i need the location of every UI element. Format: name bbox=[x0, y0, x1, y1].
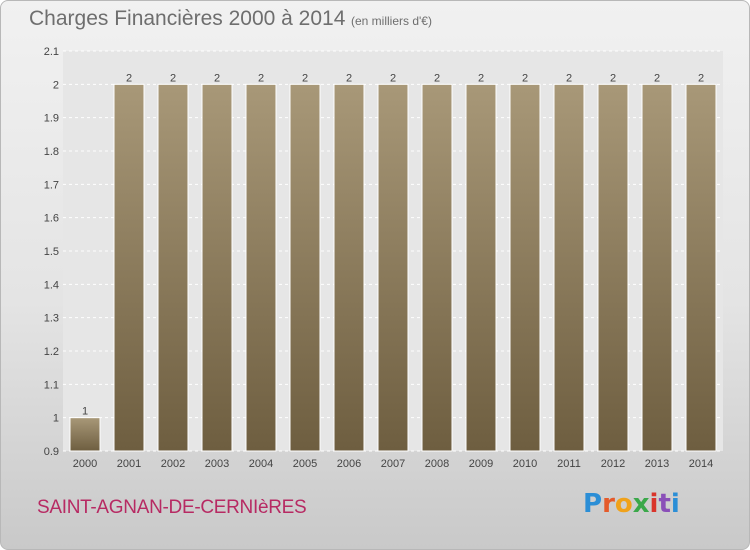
value-label: 2 bbox=[126, 72, 132, 84]
x-tick-label: 2010 bbox=[513, 458, 537, 470]
y-tick-label: 1.4 bbox=[44, 279, 59, 291]
value-label: 2 bbox=[302, 72, 308, 84]
y-tick-label: 1 bbox=[53, 413, 59, 425]
x-tick-label: 2002 bbox=[161, 458, 185, 470]
x-tick-label: 2011 bbox=[557, 458, 581, 470]
x-tick-label: 2012 bbox=[601, 458, 625, 470]
value-label: 2 bbox=[170, 72, 176, 84]
y-tick-label: 2.1 bbox=[44, 46, 59, 58]
logo-letter: P bbox=[583, 489, 603, 519]
y-tick-label: 1.5 bbox=[44, 246, 59, 258]
bar-2013 bbox=[641, 83, 673, 452]
y-tick-label: 1.1 bbox=[44, 379, 59, 391]
commune-name: SAINT-AGNAN-DE-CERNIèRES bbox=[37, 497, 307, 518]
value-label: 2 bbox=[214, 72, 220, 84]
y-tick-label: 0.9 bbox=[44, 446, 59, 458]
x-tick-label: 2008 bbox=[425, 458, 449, 470]
bar-2006 bbox=[333, 83, 365, 452]
bars bbox=[69, 83, 717, 452]
logo-letter: r bbox=[602, 489, 615, 519]
value-label: 2 bbox=[654, 72, 660, 84]
y-tick-label: 1.7 bbox=[44, 179, 59, 191]
logo-letter: o bbox=[614, 489, 633, 519]
value-label: 2 bbox=[390, 72, 396, 84]
y-tick-label: 1.8 bbox=[44, 146, 59, 158]
chart-subtitle: (en milliers d'€) bbox=[351, 14, 432, 28]
value-labels: 1 2 2 2 2 2 2 2 2 2 2 2 2 2 2 bbox=[82, 72, 704, 417]
logo-letter: i bbox=[649, 489, 659, 519]
bar-2007 bbox=[377, 83, 409, 452]
bar-2003 bbox=[201, 83, 233, 452]
bar-2008 bbox=[421, 83, 453, 452]
value-label: 2 bbox=[610, 72, 616, 84]
x-tick-label: 2003 bbox=[205, 458, 229, 470]
x-tick-label: 2007 bbox=[381, 458, 405, 470]
y-axis-labels: 0.9 1 1.1 1.2 1.3 1.4 1.5 1.6 1.7 1.8 1.9 2 2.1 bbox=[44, 46, 59, 458]
logo-letter: t bbox=[658, 489, 671, 519]
bar-2014 bbox=[685, 83, 717, 452]
x-tick-label: 2013 bbox=[645, 458, 669, 470]
chart-title: Charges Financières 2000 à 2014 bbox=[29, 7, 346, 30]
x-axis-labels: 2000 2001 2002 2003 2004 2005 2006 2007 2008 2009… bbox=[73, 458, 713, 470]
x-tick-label: 2005 bbox=[293, 458, 317, 470]
proxiti-logo: Proxiti bbox=[583, 489, 680, 519]
bar-2002 bbox=[157, 83, 189, 452]
bar-2004 bbox=[245, 83, 277, 452]
value-label: 2 bbox=[258, 72, 264, 84]
value-label: 2 bbox=[522, 72, 528, 84]
value-label: 2 bbox=[566, 72, 572, 84]
y-tick-label: 1.6 bbox=[44, 213, 59, 225]
y-tick-label: 1.9 bbox=[44, 113, 59, 125]
x-tick-label: 2009 bbox=[469, 458, 493, 470]
bar-2012 bbox=[597, 83, 629, 452]
x-tick-label: 2014 bbox=[689, 458, 713, 470]
bar-2001 bbox=[113, 83, 145, 452]
bar-2011 bbox=[553, 83, 585, 452]
logo-letter: i bbox=[670, 489, 680, 519]
value-label: 2 bbox=[698, 72, 704, 84]
bar-2009 bbox=[465, 83, 497, 452]
bar-2000 bbox=[69, 417, 101, 452]
value-label: 2 bbox=[434, 72, 440, 84]
y-tick-label: 1.3 bbox=[44, 313, 59, 325]
value-label: 2 bbox=[478, 72, 484, 84]
x-tick-label: 2001 bbox=[117, 458, 141, 470]
bar-2010 bbox=[509, 83, 541, 452]
value-label: 1 bbox=[82, 406, 88, 418]
x-tick-label: 2004 bbox=[249, 458, 273, 470]
y-tick-label: 1.2 bbox=[44, 346, 59, 358]
x-tick-label: 2000 bbox=[73, 458, 97, 470]
y-tick-label: 2 bbox=[53, 79, 59, 91]
bar-2005 bbox=[289, 83, 321, 452]
value-label: 2 bbox=[346, 72, 352, 84]
x-tick-label: 2006 bbox=[337, 458, 361, 470]
logo-letter: x bbox=[632, 489, 650, 519]
